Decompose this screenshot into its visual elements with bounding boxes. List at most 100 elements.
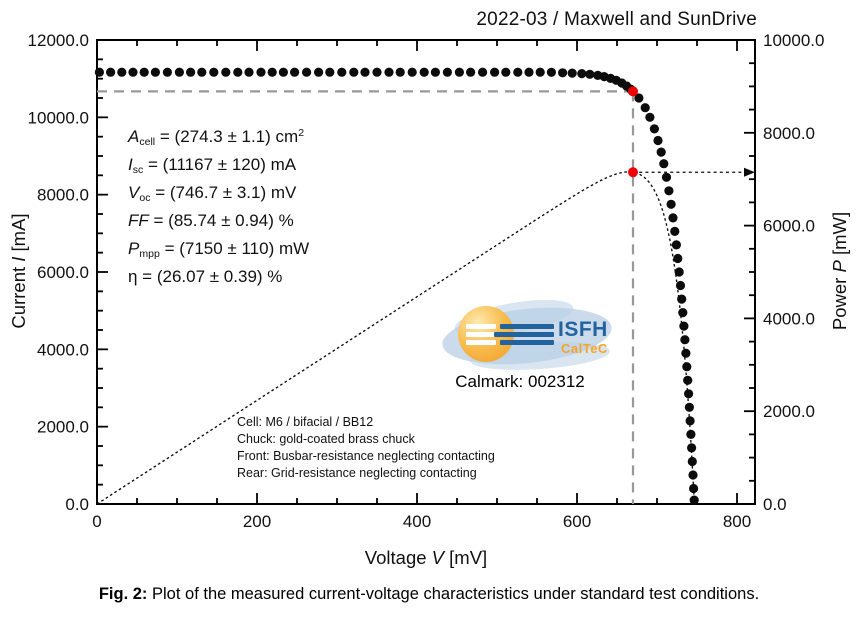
iv-point [360,67,370,77]
iv-point [659,159,669,169]
iv-point [687,443,697,453]
iv-point [278,67,288,77]
condition-front: Front: Busbar-resistance neglecting cont… [237,449,495,463]
y-right-tick-label: 2000.0 [763,402,815,421]
y-right-tick-label: 8000.0 [763,124,815,143]
result-pmpp: Pmpp = (7150 ± 110) mW [128,239,310,261]
condition-chuck: Chuck: gold-coated brass chuck [237,432,415,446]
iv-point [302,67,312,77]
results-annotation: Acell = (274.3 ± 1.1) cm2 Isc = (11167 ±… [128,123,309,291]
iv-point [325,67,335,77]
logo-stripe [500,324,554,329]
figure-caption-label: Fig. 2: [98,585,148,603]
result-voc: Voc = (746.7 ± 3.1) mV [128,183,297,205]
pmpp-arrowhead [744,167,755,177]
iv-point [649,124,660,134]
condition-cell: Cell: M6 / bifacial / BB12 [237,415,374,429]
mpp-marker-power [628,167,638,178]
iv-point [684,389,694,399]
iv-point [689,495,699,505]
y-left-tick-label: 4000.0 [37,340,89,359]
isfh-caltec-logo: ISFH CalTeC [439,292,630,374]
x-tick-label: 200 [243,512,271,531]
iv-point [162,67,172,77]
iv-point [577,69,587,79]
mpp-marker-iv [628,86,638,97]
iv-point [490,67,500,77]
iv-point [674,267,684,277]
iv-point [656,147,666,157]
chart-title: 2022-03 / Maxwell and SunDrive [476,9,757,30]
power-curve [96,171,696,505]
iv-point [314,67,324,77]
iv-point [233,67,243,77]
iv-point [349,67,359,77]
iv-point [645,112,655,122]
iv-point [686,429,696,439]
iv-point [94,67,104,77]
y-axis-title-right: Power P [mW] [829,211,850,331]
iv-point [513,67,523,77]
figure-caption: Fig. 2: Plot of the measured current-vol… [0,585,858,604]
iv-point [256,67,266,77]
iv-point [585,69,595,79]
x-tick-label: 600 [563,512,591,531]
iv-point [687,456,697,467]
iv-point [673,253,683,264]
logo-stripe [500,340,554,345]
iv-point [677,294,687,304]
iv-point [682,362,692,372]
iv-point [372,67,382,77]
figure-caption-text: Plot of the measured current-voltage cha… [147,585,760,603]
iv-point [681,348,691,358]
iv-point [419,67,429,77]
iv-point [501,67,511,77]
iv-point [685,416,695,426]
result-eta: η = (26.07 ± 0.39) % [128,267,283,286]
iv-point [684,402,695,412]
iv-power-chart: 0 200 400 600 8000.02000.04000.06000.08000.0… [28,31,825,531]
iv-point [670,226,680,236]
y-right-tick-label: 4000.0 [763,309,815,328]
result-area: Acell = (274.3 ± 1.1) cm2 [128,127,305,149]
y-left-tick-label: 10000.0 [28,108,89,127]
iv-point [186,67,196,77]
iv-point [117,67,127,77]
iv-point [150,67,160,77]
iv-point [454,67,464,77]
iv-point [407,67,417,77]
iv-point [671,240,682,250]
result-ff: FF = (85.74 ± 0.94) % [128,211,294,230]
iv-point [678,308,688,318]
x-tick-label: 0 [92,512,101,531]
iv-point [221,67,231,77]
iv-point [128,67,138,77]
result-isc: Isc = (11167 ± 120) mA [128,155,297,177]
condition-rear: Rear: Grid-resistance neglecting contact… [237,466,477,480]
iv-point [535,67,545,77]
iv-point [244,67,254,77]
iv-point [567,68,577,78]
x-tick-label: 800 [723,512,751,531]
iv-point [106,67,116,77]
iv-point [478,67,488,77]
logo-org-text: ISFH [558,318,608,341]
iv-point [174,67,184,77]
iv-point [466,67,476,77]
iv-point [683,375,693,385]
logo-stripe [494,332,554,337]
iv-point [680,335,690,345]
iv-point [209,67,219,77]
y-right-tick-label: 0.0 [763,495,787,514]
iv-point [689,483,699,494]
iv-point [524,67,534,77]
y-right-tick-label: 6000.0 [763,217,815,236]
iv-point [442,67,452,77]
iv-point [661,172,672,182]
logo-division-text: CalTeC [561,341,608,356]
iv-point [675,280,686,291]
iv-point [290,67,300,77]
iv-point [384,67,394,77]
iv-point [267,67,277,77]
iv-point [688,470,698,480]
